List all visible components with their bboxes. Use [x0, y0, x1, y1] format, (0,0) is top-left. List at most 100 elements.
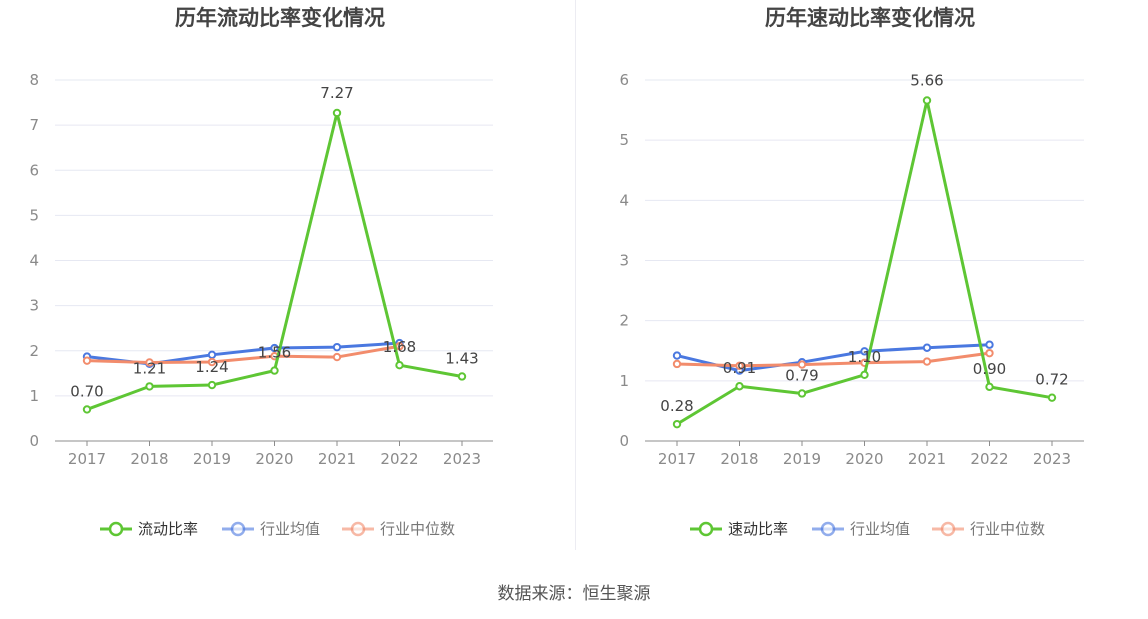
- data-label: 1.24: [195, 358, 228, 376]
- data-point-median: [797, 360, 807, 369]
- y-tick-label: 3: [619, 252, 629, 270]
- data-point-main: [332, 108, 342, 118]
- data-point-main: [672, 419, 682, 429]
- data-point-main: [270, 366, 279, 375]
- data-point-main: [207, 380, 217, 390]
- x-tick-label: 2021: [908, 450, 946, 468]
- legend-label: 流动比率: [138, 520, 198, 538]
- x-tick-label: 2019: [193, 450, 231, 468]
- y-tick-label: 0: [619, 432, 629, 450]
- x-tick-label: 2022: [970, 450, 1008, 468]
- y-tick-label: 5: [619, 131, 629, 149]
- data-label: 0.90: [973, 360, 1006, 378]
- y-tick-label: 5: [29, 206, 39, 224]
- y-tick-label: 2: [29, 342, 39, 360]
- data-label: 0.70: [70, 382, 103, 400]
- data-point-avg: [922, 343, 932, 352]
- series-line-avg: [676, 343, 990, 373]
- data-point-avg: [270, 343, 279, 353]
- x-tick-label: 2022: [380, 450, 418, 468]
- legend-item-median[interactable]: 行业中位数: [342, 520, 455, 538]
- data-point-main: [860, 370, 869, 380]
- data-point-avg: [860, 347, 869, 356]
- data-point-median: [985, 348, 994, 358]
- data-point-main: [985, 382, 994, 392]
- y-tick-label: 1: [29, 387, 39, 405]
- legend-marker: [230, 521, 246, 537]
- data-point-main: [395, 360, 404, 370]
- series-line-median: [676, 351, 990, 368]
- current-ratio-chart-svg: 历年流动比率变化情况 0 1 2 3 4 5 6 7 8 2017 2018 2019 2020 2021 2…: [29, 6, 493, 538]
- legend-label: 行业均值: [260, 520, 320, 538]
- data-point-main: [82, 405, 92, 414]
- y-tick-label: 0: [29, 432, 39, 450]
- y-tick-label: 1: [619, 372, 629, 390]
- quick-ratio-chart-svg: 历年速动比率变化情况 0 1 2 3 4 5 6 2017 2018 2019 2020 2021 202…: [619, 6, 1084, 538]
- legend-marker: [940, 521, 956, 537]
- data-label: 1.10: [848, 348, 881, 366]
- series-line-median: [86, 344, 400, 364]
- y-tick-label: 8: [29, 71, 39, 89]
- data-label: 5.66: [910, 71, 943, 89]
- y-tick-label: 4: [619, 191, 629, 209]
- data-point-median: [922, 357, 932, 366]
- data-label: 1.56: [258, 344, 291, 362]
- data-label: 1.68: [383, 338, 416, 356]
- legend-marker: [820, 521, 836, 537]
- current-ratio-chart: 历年流动比率变化情况 0 1 2 3 4 5 6 7 8 2017 2018 2019 2020 2021 2…: [0, 0, 574, 560]
- x-tick-label: 2018: [720, 450, 758, 468]
- legend-item-avg[interactable]: 行业均值: [812, 520, 910, 538]
- legend-marker: [698, 521, 714, 537]
- y-tick-label: 3: [29, 297, 39, 315]
- legend-item-avg[interactable]: 行业均值: [222, 520, 320, 538]
- data-point-avg: [985, 340, 994, 349]
- data-point-avg: [672, 351, 682, 360]
- data-point-median: [332, 352, 342, 362]
- y-tick-label: 6: [619, 71, 629, 89]
- x-tick-label: 2021: [318, 450, 356, 468]
- data-point-median: [735, 361, 744, 370]
- quick-ratio-chart: 历年速动比率变化情况 0 1 2 3 4 5 6 2017 2018 2019 2020 2021 202…: [576, 0, 1148, 560]
- data-point-main: [735, 382, 744, 391]
- x-tick-label: 2019: [783, 450, 821, 468]
- data-point-median: [207, 357, 217, 367]
- data-label: 7.27: [320, 84, 353, 102]
- legend-label: 行业均值: [850, 520, 910, 538]
- data-point-main: [145, 382, 154, 391]
- x-tick-label: 2020: [845, 450, 883, 468]
- legend-label: 行业中位数: [380, 520, 455, 538]
- x-tick-label: 2018: [130, 450, 168, 468]
- panel-divider: [575, 0, 576, 550]
- legend-label: 速动比率: [728, 520, 788, 538]
- legend-item-main[interactable]: 速动比率: [690, 520, 788, 538]
- y-tick-label: 7: [29, 116, 39, 134]
- x-tick-label: 2023: [443, 450, 481, 468]
- legend-label: 行业中位数: [970, 520, 1045, 538]
- data-label: 0.91: [723, 359, 756, 377]
- data-label: 1.43: [445, 349, 478, 367]
- data-source-note: 数据来源：恒生聚源: [497, 584, 651, 604]
- x-tick-label: 2020: [255, 450, 293, 468]
- x-tick-label: 2017: [658, 450, 696, 468]
- y-tick-label: 6: [29, 161, 39, 179]
- x-tick-label: 2017: [68, 450, 106, 468]
- legend-marker: [350, 521, 366, 537]
- legend-item-main[interactable]: 流动比率: [100, 520, 198, 538]
- data-point-avg: [332, 342, 342, 352]
- data-point-main: [457, 372, 467, 381]
- legend-marker: [108, 521, 124, 537]
- data-point-main: [1047, 393, 1057, 402]
- data-point-median: [82, 356, 92, 365]
- data-point-median: [145, 358, 154, 367]
- chart-title: 历年速动比率变化情况: [765, 6, 975, 30]
- data-label: 0.28: [660, 397, 693, 415]
- x-tick-label: 2023: [1033, 450, 1071, 468]
- data-label: 0.72: [1035, 371, 1068, 389]
- data-label: 1.21: [133, 359, 166, 377]
- data-point-main: [797, 389, 807, 398]
- data-label: 0.79: [785, 366, 818, 384]
- data-point-median: [672, 359, 682, 369]
- y-tick-label: 4: [29, 252, 39, 270]
- legend-item-median[interactable]: 行业中位数: [932, 520, 1045, 538]
- y-tick-label: 2: [619, 312, 629, 330]
